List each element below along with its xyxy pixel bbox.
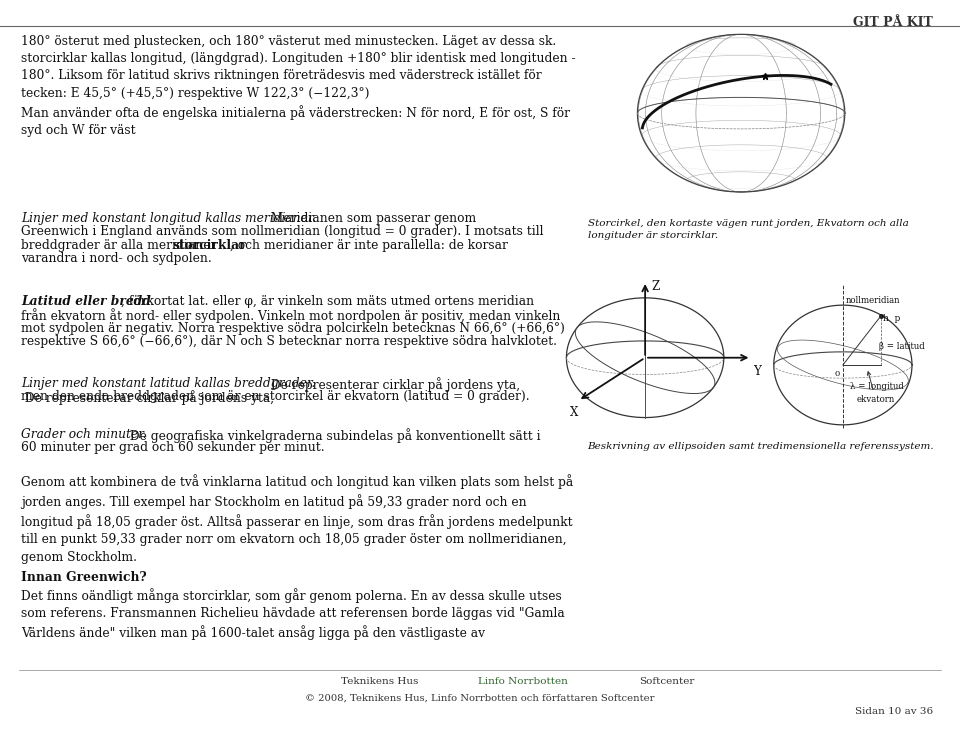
Text: Beskrivning av ellipsoiden samt tredimensionella referenssystem.: Beskrivning av ellipsoiden samt tredimen… bbox=[588, 442, 934, 451]
Text: , förkortat lat. eller φ, är vinkeln som mäts utmed ortens meridian: , förkortat lat. eller φ, är vinkeln som… bbox=[121, 295, 534, 308]
Text: 60 minuter per grad och 60 sekunder per minut.: 60 minuter per grad och 60 sekunder per … bbox=[21, 441, 324, 454]
Text: , och meridianer är inte parallella: de korsar: , och meridianer är inte parallella: de … bbox=[230, 239, 508, 252]
Text: varandra i nord- och sydpolen.: varandra i nord- och sydpolen. bbox=[21, 253, 212, 265]
Text: Y: Y bbox=[753, 365, 761, 378]
Text: Greenwich i England används som nollmeridian (longitud = 0 grader). I motsats ti: Greenwich i England används som nollmeri… bbox=[21, 225, 543, 238]
Text: respektive S 66,6° (−66,6°), där N och S betecknar norra respektive södra halvkl: respektive S 66,6° (−66,6°), där N och S… bbox=[21, 336, 557, 348]
Text: Storcirkel, den kortaste vägen runt jorden, Ekvatorn och alla
longituder är stor: Storcirkel, den kortaste vägen runt jord… bbox=[588, 219, 908, 239]
Text: Linjer med konstant latitud kallas breddgrader.: Linjer med konstant latitud kallas bredd… bbox=[21, 377, 316, 390]
Text: Sidan 10 av 36: Sidan 10 av 36 bbox=[855, 707, 933, 715]
Text: Innan Greenwich?: Innan Greenwich? bbox=[21, 571, 147, 584]
Text: 0: 0 bbox=[834, 370, 840, 378]
Text: 180° österut med plustecken, och 180° västerut med minustecken. Läget av dessa s: 180° österut med plustecken, och 180° vä… bbox=[21, 35, 576, 137]
Text: GIT PÅ KIT: GIT PÅ KIT bbox=[853, 16, 933, 29]
Text: De representerar cirklar på jordens yta,: De representerar cirklar på jordens yta, bbox=[267, 377, 520, 391]
Text: ekvatorn: ekvatorn bbox=[856, 372, 895, 404]
Text: Softcenter: Softcenter bbox=[639, 677, 695, 686]
Text: Grader och minuter.: Grader och minuter. bbox=[21, 428, 147, 441]
Text: X: X bbox=[570, 406, 579, 418]
Text: Latitud eller bredd: Latitud eller bredd bbox=[21, 295, 151, 308]
Text: Teknikens Hus: Teknikens Hus bbox=[341, 677, 418, 686]
Text: Det finns oändligt många storcirklar, som går genom polerna. En av dessa skulle : Det finns oändligt många storcirklar, so… bbox=[21, 588, 564, 639]
Text: λ = longitud: λ = longitud bbox=[850, 382, 903, 391]
Text: β = latitud: β = latitud bbox=[878, 342, 924, 351]
Text: från ekvatorn åt nord- eller sydpolen. Vinkeln mot nordpolen är positiv, medan v: från ekvatorn åt nord- eller sydpolen. V… bbox=[21, 308, 561, 323]
Text: Z: Z bbox=[652, 280, 660, 293]
Text: © 2008, Teknikens Hus, Linfo Norrbotten och författaren Softcenter: © 2008, Teknikens Hus, Linfo Norrbotten … bbox=[305, 694, 655, 702]
Text: Genom att kombinera de två vinklarna latitud och longitud kan vilken plats som h: Genom att kombinera de två vinklarna lat… bbox=[21, 474, 573, 564]
Text: Linfo Norrbotten: Linfo Norrbotten bbox=[478, 677, 568, 686]
Text: storcirklar: storcirklar bbox=[173, 239, 247, 252]
Text: nollmeridian: nollmeridian bbox=[846, 296, 900, 305]
Text: De geografiska vinkelgraderna subindelas på konventionellt sätt i: De geografiska vinkelgraderna subindelas… bbox=[126, 428, 540, 442]
Text: h  p: h p bbox=[883, 313, 900, 323]
Text: mot sydpolen är negativ. Norra respektive södra polcirkeln betecknas N 66,6° (+6: mot sydpolen är negativ. Norra respektiv… bbox=[21, 322, 565, 335]
Text: breddgrader är alla meridianer: breddgrader är alla meridianer bbox=[21, 239, 221, 252]
Text: De representerar cirklar på jordens yta,: De representerar cirklar på jordens yta, bbox=[21, 390, 275, 405]
Text: men den enda breddgraden som är en storcirkel är ekvatorn (latitud = 0 grader).: men den enda breddgraden som är en storc… bbox=[21, 390, 530, 403]
Text: Linjer med konstant longitud kallas meridianer.: Linjer med konstant longitud kallas meri… bbox=[21, 212, 316, 225]
Text: Meridianen som passerar genom: Meridianen som passerar genom bbox=[267, 212, 476, 225]
